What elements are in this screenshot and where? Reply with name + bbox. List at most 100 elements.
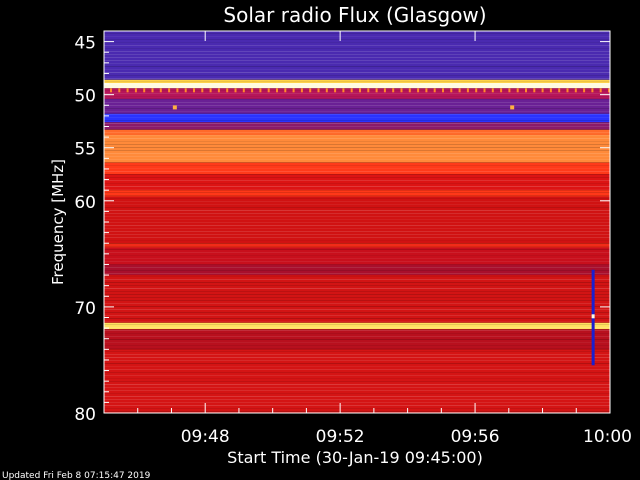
frequency-band [104,129,610,135]
interference-spike [525,88,527,93]
texture-line [104,267,610,268]
texture-line [104,270,610,271]
interference-spike [450,88,453,93]
texture-line [104,177,610,178]
y-tick-label: 60 [74,193,96,213]
texture-line [104,360,610,361]
texture-line [104,309,610,310]
texture-line [104,123,610,124]
texture-line [104,57,610,58]
texture-line [104,294,610,295]
texture-line [104,393,610,394]
texture-line [104,279,610,280]
interference-spike [433,88,436,93]
texture-line [104,282,610,283]
y-tick-label: 80 [74,405,96,425]
y-tick-label: 50 [74,87,96,107]
interference-spike [417,88,420,93]
texture-line [104,366,610,367]
frequency-band [104,190,610,197]
interference-spike [184,88,187,93]
texture-line [104,261,610,262]
texture-line [104,195,610,196]
texture-line [104,330,610,331]
texture-line [104,234,610,235]
frequency-band [104,174,610,191]
texture-line [104,45,610,46]
frequency-band [104,329,610,350]
texture-line [104,210,610,211]
texture-line [104,108,610,109]
interference-spike [566,88,569,93]
texture-line [104,369,610,370]
texture-line [104,150,610,151]
texture-line [104,345,610,346]
texture-line [104,327,610,328]
texture-line [104,321,610,322]
texture-line [104,312,610,313]
texture-line [104,225,610,226]
texture-line [104,222,610,223]
interference-spike [226,88,229,93]
texture-line [104,402,610,403]
texture-line [104,42,610,43]
texture-line [104,153,610,154]
texture-line [104,168,610,169]
interference-spike [608,88,610,93]
texture-line [104,390,610,391]
frequency-band [104,196,610,244]
texture-line [104,231,610,232]
texture-line [104,156,610,157]
interference-spike [284,88,287,93]
y-tick-label: 55 [74,140,96,160]
texture-line [104,213,610,214]
chart-title: Solar radio Flux (Glasgow) [223,3,486,27]
texture-line [104,207,610,208]
texture-line [104,405,610,406]
texture-line [104,117,610,118]
texture-line [104,258,610,259]
texture-line [104,132,610,133]
interference-spike [583,88,586,93]
spike-dot [172,105,177,110]
texture-line [104,48,610,49]
interference-spike [201,88,204,93]
interference-spike [475,88,478,93]
texture-line [104,333,610,334]
interference-spike [209,88,212,93]
texture-line [104,303,610,304]
texture-line [104,93,610,94]
texture-line [104,114,610,115]
interference-spike [126,88,129,93]
texture-line [104,126,610,127]
texture-line [104,249,610,250]
texture-line [104,408,610,409]
frequency-band [104,247,610,265]
texture-line [104,186,610,187]
plot-area [104,31,610,413]
interference-spike [491,88,494,93]
texture-line [104,54,610,55]
frequency-band [104,88,610,99]
updated-timestamp: Updated Fri Feb 8 07:15:47 2019 [2,471,151,480]
texture-line [104,144,610,145]
texture-line [104,357,610,358]
texture-line [104,204,610,205]
x-tick-label: 10:00 [583,427,632,447]
interference-spike [276,88,278,93]
frequency-band [104,79,610,83]
texture-line [104,120,610,121]
texture-line [104,372,610,373]
texture-line [104,351,610,352]
interference-spike [359,88,361,93]
texture-line [104,375,610,376]
texture-line [104,336,610,337]
texture-line [104,159,610,160]
texture-line [104,135,610,136]
texture-line [104,102,610,103]
texture-line [104,228,610,229]
texture-line [104,192,610,193]
interference-spike [309,88,312,93]
texture-line [104,378,610,379]
frequency-band [104,31,610,80]
